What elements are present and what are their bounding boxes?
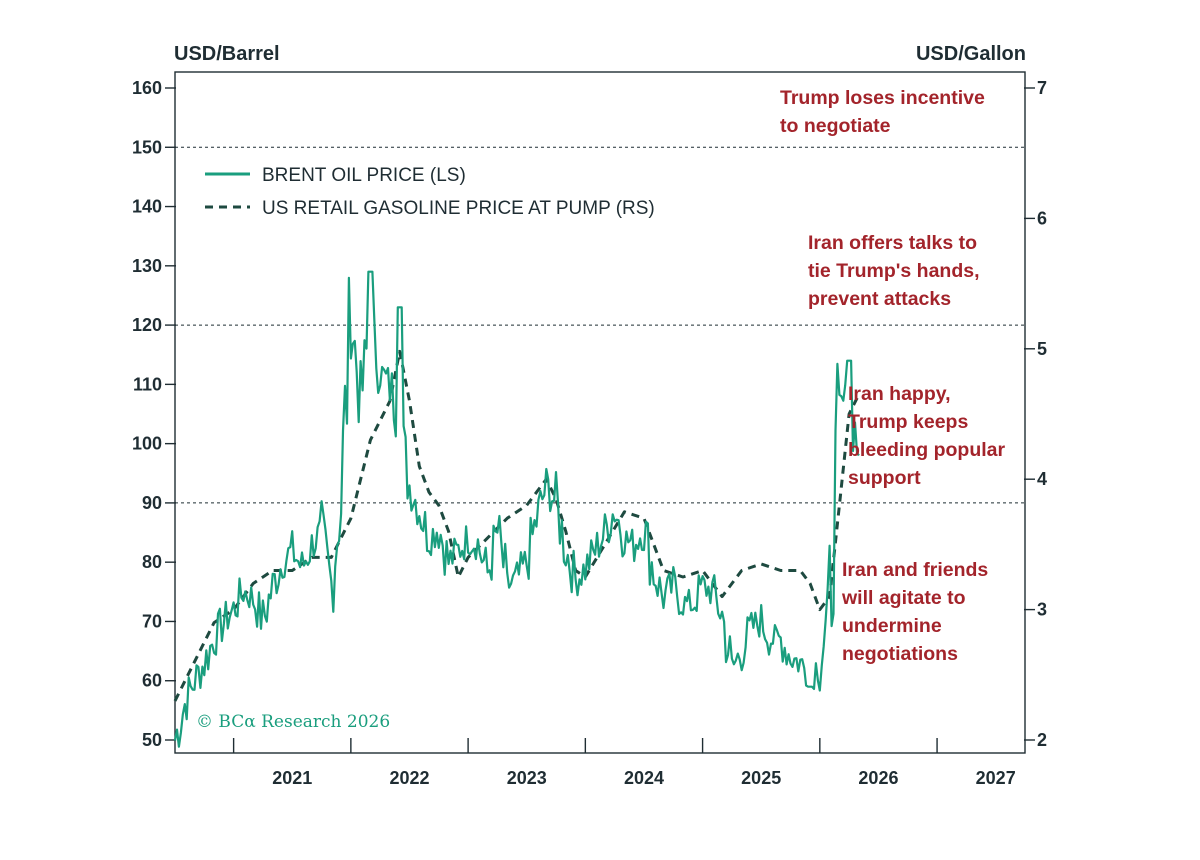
legend: BRENT OIL PRICE (LS) US RETAIL GASOLINE … — [205, 165, 655, 219]
x-tick-label: 2025 — [741, 768, 781, 788]
annotation-line: Iran happy, — [848, 383, 951, 405]
right-tick-label: 3 — [1037, 600, 1047, 620]
left-tick-label: 90 — [142, 493, 162, 513]
left-tick-label: 110 — [133, 374, 162, 394]
annotation-line: undermine — [842, 615, 942, 637]
left-tick-label: 70 — [142, 611, 162, 631]
x-tick-label: 2027 — [976, 768, 1016, 788]
annotation-line: to negotiate — [780, 115, 891, 137]
brent-series-line — [173, 270, 860, 748]
right-tick-label: 2 — [1037, 730, 1047, 750]
annotation-line: will agitate to — [841, 587, 966, 609]
annotation-trump-incentive: Trump loses incentive to negotiate — [780, 87, 990, 137]
right-axis-label: USD/Gallon — [916, 43, 1026, 65]
left-tick-label: 50 — [142, 730, 162, 750]
annotation-line: support — [848, 467, 921, 489]
left-tick-label: 140 — [132, 197, 162, 217]
annotation-iran-friends: Iran and friends will agitate to undermi… — [841, 559, 994, 665]
legend-gasoline-label: US RETAIL GASOLINE PRICE AT PUMP (RS) — [262, 198, 655, 219]
left-tick-label: 160 — [132, 78, 162, 98]
left-axis-ticks: 50 60 70 80 90 100 110 120 130 140 150 160 — [132, 78, 176, 750]
annotation-line: tie Trump's hands, — [808, 260, 980, 282]
x-tick-label: 2022 — [389, 768, 429, 788]
plot-frame — [174, 71, 1026, 754]
x-tick-label: 2024 — [624, 768, 664, 788]
left-tick-label: 150 — [132, 137, 162, 157]
left-tick-label: 100 — [132, 434, 162, 454]
gasoline-series-line — [173, 349, 861, 702]
left-tick-label: 80 — [142, 552, 162, 572]
x-tick-label: 2023 — [507, 768, 547, 788]
left-tick-label: 60 — [142, 671, 162, 691]
copyright-notice: © BCα Research 2026 — [196, 712, 390, 732]
annotation-line: Iran and friends — [842, 559, 988, 581]
right-tick-label: 4 — [1037, 469, 1047, 489]
left-tick-label: 120 — [132, 315, 162, 335]
annotation-line: Trump keeps — [848, 411, 968, 433]
x-tick-label: 2026 — [858, 768, 898, 788]
annotation-iran-happy: Iran happy, Trump keeps bleeding popular… — [848, 383, 1011, 489]
annotation-line: Trump loses incentive — [780, 87, 985, 109]
reference-lines — [175, 146, 1025, 504]
x-axis-ticks: 2021 2022 2023 2024 2025 2026 2027 — [232, 738, 1016, 788]
right-tick-label: 5 — [1037, 339, 1047, 359]
right-axis-ticks: 2 3 4 5 6 7 — [1024, 78, 1047, 750]
right-tick-label: 6 — [1037, 208, 1047, 228]
annotation-iran-talks: Iran offers talks to tie Trump's hands, … — [808, 232, 985, 310]
left-tick-label: 130 — [132, 256, 162, 276]
annotation-line: prevent attacks — [808, 288, 951, 310]
annotation-line: Iran offers talks to — [808, 232, 977, 254]
right-tick-label: 7 — [1037, 78, 1047, 98]
legend-brent-label: BRENT OIL PRICE (LS) — [262, 165, 466, 186]
annotation-line: bleeding popular — [848, 439, 1005, 461]
left-axis-label: USD/Barrel — [174, 43, 280, 65]
annotation-line: negotiations — [842, 643, 958, 665]
x-tick-label: 2021 — [272, 768, 312, 788]
